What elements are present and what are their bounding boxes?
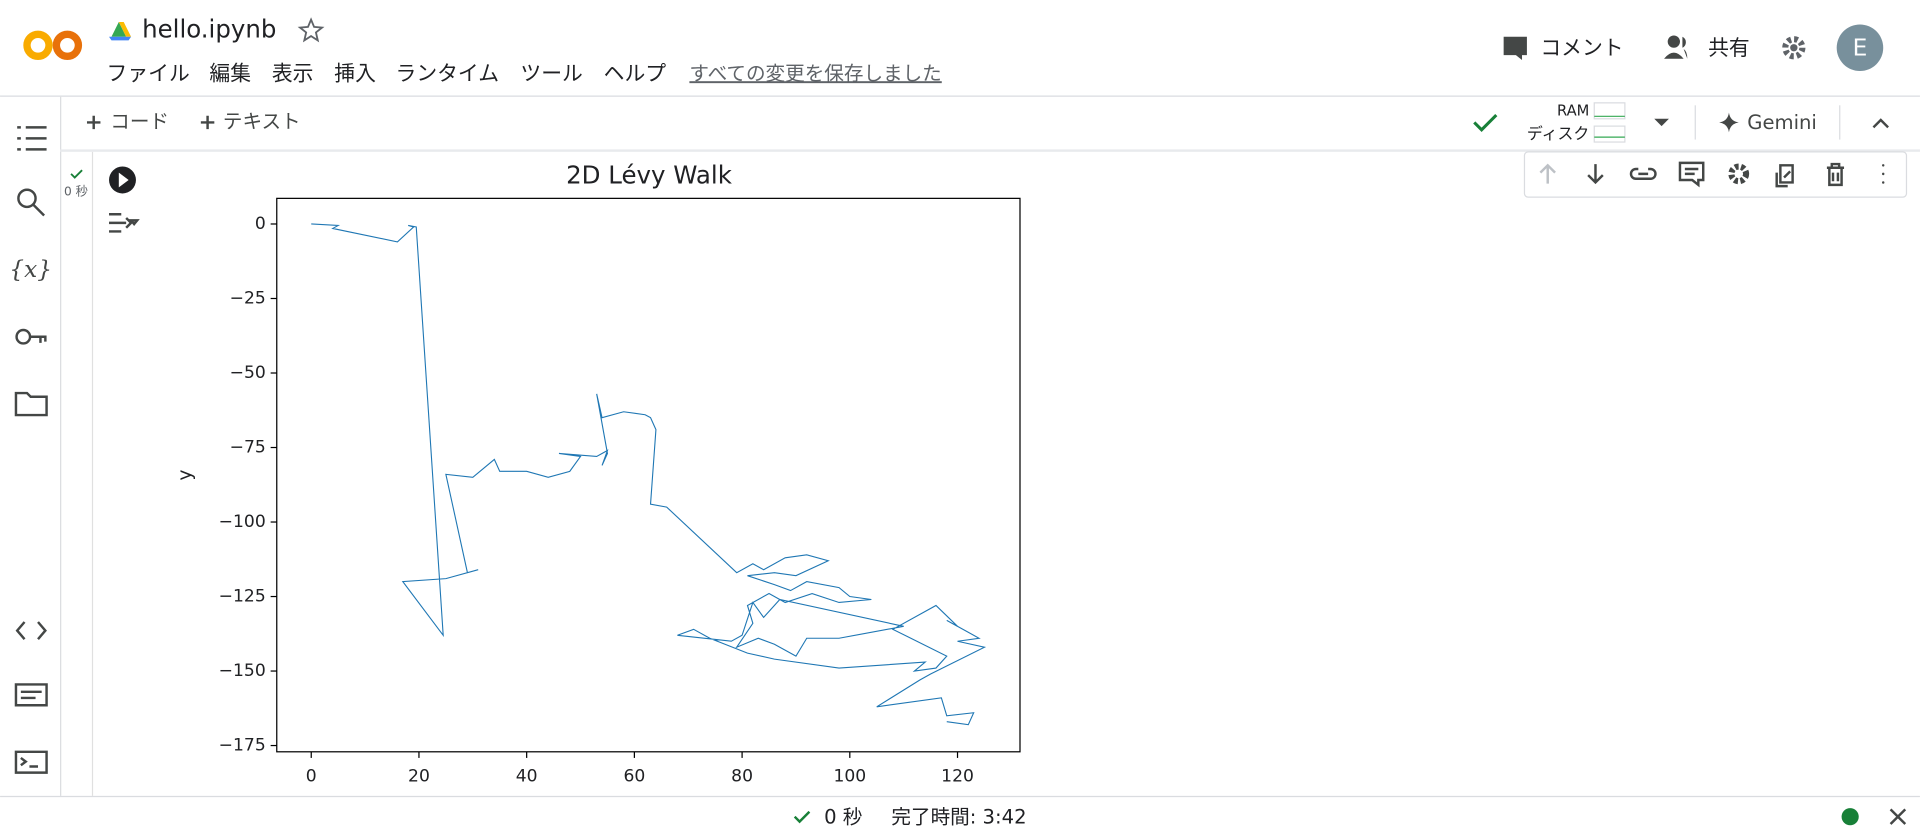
settings-hub [1790, 44, 1798, 52]
logo-c [23, 30, 53, 60]
y-axis-label: y [175, 470, 196, 481]
menu-item[interactable]: ランタイム [396, 62, 500, 86]
gemini-button[interactable]: Gemini [1719, 111, 1817, 134]
x-tick-label: 40 [516, 766, 538, 786]
move-up-button[interactable] [1539, 163, 1556, 184]
gemini-label: Gemini [1747, 111, 1817, 134]
run-icon [118, 172, 129, 188]
settings-button[interactable] [1782, 36, 1806, 60]
y-tick-label: −100 [219, 512, 266, 532]
menu-item[interactable]: 編集 [209, 62, 251, 86]
chart-title: 2D Lévy Walk [566, 160, 733, 189]
y-tick-label: −175 [219, 736, 266, 756]
menu-item[interactable]: ヘルプ [604, 62, 667, 86]
logo-o [52, 30, 83, 60]
collapse-button[interactable] [1872, 118, 1889, 129]
menu-item[interactable]: ファイル [107, 62, 190, 86]
share-button[interactable]: 共有 [1708, 36, 1750, 60]
cell-status-check [70, 169, 83, 179]
cell-settings-button[interactable] [1728, 163, 1750, 185]
y-tick-label: −125 [219, 587, 266, 607]
ram-meter [1593, 102, 1626, 120]
status-finished: 完了時間: 3:42 [891, 805, 1026, 828]
files-button[interactable] [14, 391, 48, 417]
mirror-cell-button[interactable] [1775, 164, 1794, 188]
comment-cell-button[interactable] [1678, 161, 1705, 188]
command-palette-button[interactable] [14, 683, 48, 707]
x-tick-label: 60 [623, 766, 645, 786]
key-icon-part [30, 335, 47, 343]
menu-item[interactable]: 表示 [272, 62, 314, 86]
search-icon [17, 188, 37, 209]
menu-item[interactable]: 挿入 [334, 62, 376, 86]
disk-label: ディスク [1527, 124, 1590, 143]
share-icon-part [1664, 36, 1688, 59]
menu-bar: ファイル 編集 表示 挿入 ランタイム ツール ヘルプ すべての変更を保存しました [107, 62, 942, 86]
key-icon [15, 328, 32, 345]
delete-cell-button[interactable] [1826, 162, 1845, 187]
secrets-button[interactable] [15, 328, 47, 345]
share-icon[interactable] [1667, 35, 1680, 48]
connected-check [1473, 114, 1498, 132]
toolbar-shadow [60, 149, 1920, 152]
plot-frame [276, 197, 1021, 753]
plus-icon [200, 115, 215, 130]
ram-label: RAM [1557, 102, 1589, 119]
avatar-letter: E [1853, 34, 1868, 61]
x-tick-label: 100 [833, 766, 866, 786]
add-text-label: テキスト [223, 110, 301, 133]
add-code-button[interactable]: コード [86, 110, 169, 133]
x-tick-label: 20 [408, 766, 430, 786]
search-icon-handle [32, 203, 45, 217]
terminal-button[interactable] [14, 750, 48, 774]
y-tick-label: −75 [230, 438, 266, 458]
plus-icon [86, 115, 101, 130]
output-toggle[interactable] [109, 213, 140, 233]
y-tick-label: −50 [230, 363, 266, 383]
star-button[interactable] [297, 17, 325, 43]
variables-button[interactable]: {x} [9, 256, 52, 283]
y-tick-label: −150 [219, 661, 266, 681]
save-status[interactable]: すべての変更を保存しました [689, 62, 941, 85]
link-button[interactable] [1629, 167, 1657, 180]
code-snippets-button[interactable] [15, 621, 47, 640]
menu-item[interactable]: ツール [520, 62, 582, 86]
y-tick-label: −25 [230, 288, 266, 308]
x-tick-label: 80 [731, 766, 753, 786]
drive-icon-part [109, 36, 132, 41]
runtime-indicator [1841, 808, 1859, 826]
comment-icon[interactable] [1503, 36, 1527, 60]
x-tick-label: 0 [306, 766, 317, 786]
cell-toolbar [1523, 151, 1908, 198]
avatar[interactable] [1836, 24, 1884, 72]
colab-logo[interactable] [23, 30, 83, 60]
disk-meter [1593, 125, 1626, 143]
y-tick-label: 0 [255, 214, 266, 234]
comment-button[interactable]: コメント [1540, 36, 1623, 60]
gemini-icon [1719, 112, 1739, 133]
file-name[interactable]: hello.ipynb [142, 15, 276, 44]
toc-icon [17, 126, 47, 151]
drive-icon [111, 22, 127, 37]
toc-button[interactable] [17, 126, 47, 151]
status-check [793, 810, 811, 824]
drive-icon-part [118, 22, 132, 37]
move-down-button[interactable] [1587, 164, 1604, 185]
search-button[interactable] [17, 188, 45, 217]
close-status-button[interactable] [1889, 808, 1907, 825]
add-text-button[interactable]: テキスト [200, 110, 301, 133]
walk-line [311, 223, 987, 726]
x-tick-label: 120 [941, 766, 974, 786]
chart: 2D Lévy Walk y 0 20 40 60 80 100 120 0 −25 −50 −75… [175, 160, 1021, 786]
resources-dropdown[interactable] [1654, 118, 1669, 127]
add-code-label: コード [110, 110, 169, 133]
cell-exec-time: 0 秒 [64, 185, 88, 199]
status-time: 0 秒 [824, 805, 862, 828]
